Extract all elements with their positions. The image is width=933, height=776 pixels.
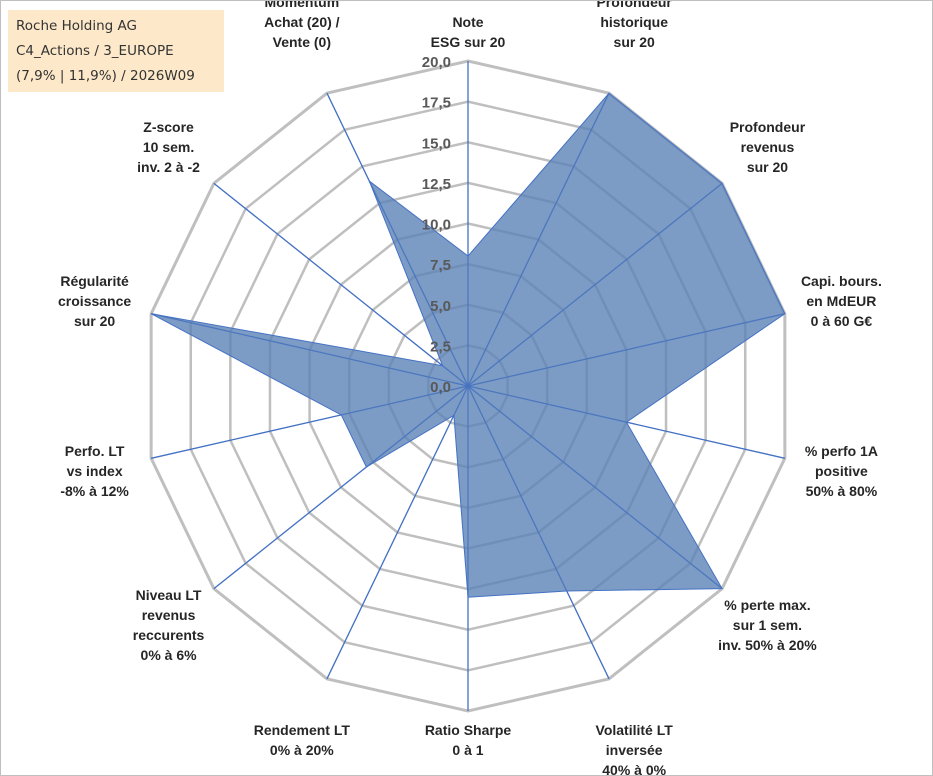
tick-label: 2,5 xyxy=(430,338,451,355)
axis-label: Momentum Achat (20) / Vente (0) xyxy=(264,1,340,50)
axis-spoke-overlay xyxy=(151,313,469,387)
tick-label: 20,0 xyxy=(422,54,451,71)
period-label: (7,9% | 11,9%) / 2026W09 xyxy=(16,68,195,84)
tick-label: 10,0 xyxy=(422,217,451,234)
company-name: Roche Holding AG xyxy=(16,18,137,34)
axis-spoke-overlay xyxy=(151,385,469,459)
axis-label: Volatilité LT inversée 40% à 0% xyxy=(596,722,674,775)
tick-label: 7,5 xyxy=(430,257,451,274)
axis-label: Capi. bours. en MdEUR 0 à 60 G€ xyxy=(801,273,882,329)
tick-label: 0,0 xyxy=(430,379,451,396)
tick-label: 5,0 xyxy=(430,298,451,315)
axis-label: % perfo 1A positive 50% à 80% xyxy=(805,443,878,499)
axis-label: Perfo. LT vs index -8% à 12% xyxy=(60,443,129,499)
tick-label: 17,5 xyxy=(422,95,451,112)
category-label: C4_Actions / 3_EUROPE xyxy=(16,43,174,59)
tick-label: 12,5 xyxy=(422,176,451,193)
radial-tick-labels: 0,0 2,5 5,0 7,5 10,0 12,5 15,0 17,5 20,0 xyxy=(422,54,451,396)
axis-label: % perte max. sur 1 sem. inv. 50% à 20% xyxy=(718,597,817,653)
axis-label: Z-score 10 sem. inv. 2 à -2 xyxy=(137,119,200,175)
axis-label: Rendement LT 0% à 20% xyxy=(254,722,351,758)
axis-spoke-overlay xyxy=(326,385,469,680)
axis-label: Note ESG sur 20 xyxy=(431,14,506,50)
axis-spoke-overlay xyxy=(467,385,723,590)
axis-label: Régularité croissance sur 20 xyxy=(58,273,131,329)
axis-spoke-overlay xyxy=(326,92,469,387)
axis-label: Niveau LT revenus reccurents 0% à 6% xyxy=(133,587,205,663)
axis-spoke-overlay xyxy=(467,385,785,459)
axis-spoke-overlay xyxy=(467,182,723,387)
axis-spoke-overlay xyxy=(467,385,610,680)
axis-spoke-overlay xyxy=(213,385,469,590)
axis-label: Profondeur revenus sur 20 xyxy=(730,119,806,175)
axis-spoke-overlay xyxy=(467,92,610,387)
radar-series xyxy=(150,61,786,711)
axis-label: Ratio Sharpe 0 à 1 xyxy=(425,722,512,758)
tick-label: 15,0 xyxy=(422,135,451,152)
axis-spoke-overlay xyxy=(467,313,785,387)
axis-labels: Note ESG sur 20 Profondeur historique sur 20… xyxy=(58,1,882,775)
axis-label: Profondeur historique sur 20 xyxy=(596,1,672,50)
info-box: Roche Holding AG C4_Actions / 3_EUROPE (… xyxy=(8,10,224,92)
axis-spoke-overlay xyxy=(213,182,469,387)
